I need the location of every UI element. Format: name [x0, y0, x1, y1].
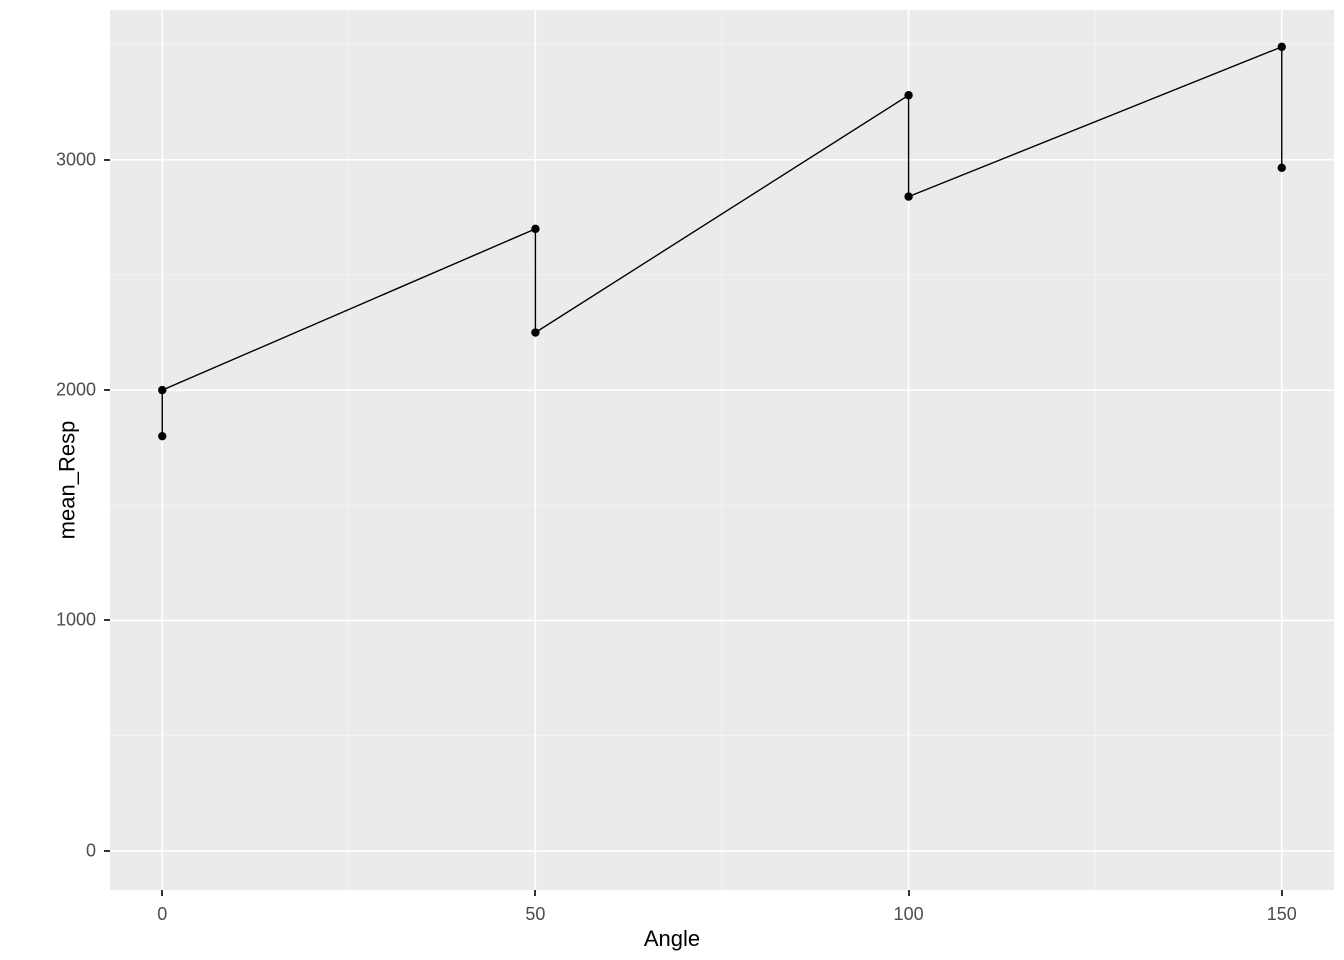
- y-tick-label: 3000: [56, 149, 96, 170]
- x-tick-mark: [534, 890, 536, 896]
- y-tick-mark: [104, 619, 110, 621]
- plot-svg: [110, 10, 1334, 890]
- x-tick-mark: [161, 890, 163, 896]
- data-point: [158, 386, 166, 394]
- data-point: [1278, 43, 1286, 51]
- y-tick-label: 0: [86, 840, 96, 861]
- chart-container: mean_Resp Angle 0 1000 2000 3000 0 50 100 150: [0, 0, 1344, 960]
- data-point: [531, 225, 539, 233]
- x-tick-label: 150: [1267, 904, 1297, 925]
- x-tick-label: 0: [157, 904, 167, 925]
- y-axis-label: mean_Resp: [54, 421, 80, 540]
- y-tick-mark: [104, 850, 110, 852]
- y-tick-mark: [104, 389, 110, 391]
- x-axis-label: Angle: [644, 926, 700, 952]
- data-point: [158, 432, 166, 440]
- x-tick-label: 50: [525, 904, 545, 925]
- data-point: [1278, 164, 1286, 172]
- data-point: [531, 328, 539, 336]
- plot-panel: [110, 10, 1334, 890]
- y-tick-label: 2000: [56, 380, 96, 401]
- data-point: [904, 91, 912, 99]
- y-tick-mark: [104, 159, 110, 161]
- y-tick-label: 1000: [56, 610, 96, 631]
- x-tick-mark: [1281, 890, 1283, 896]
- x-tick-label: 100: [894, 904, 924, 925]
- data-point: [904, 192, 912, 200]
- x-tick-mark: [908, 890, 910, 896]
